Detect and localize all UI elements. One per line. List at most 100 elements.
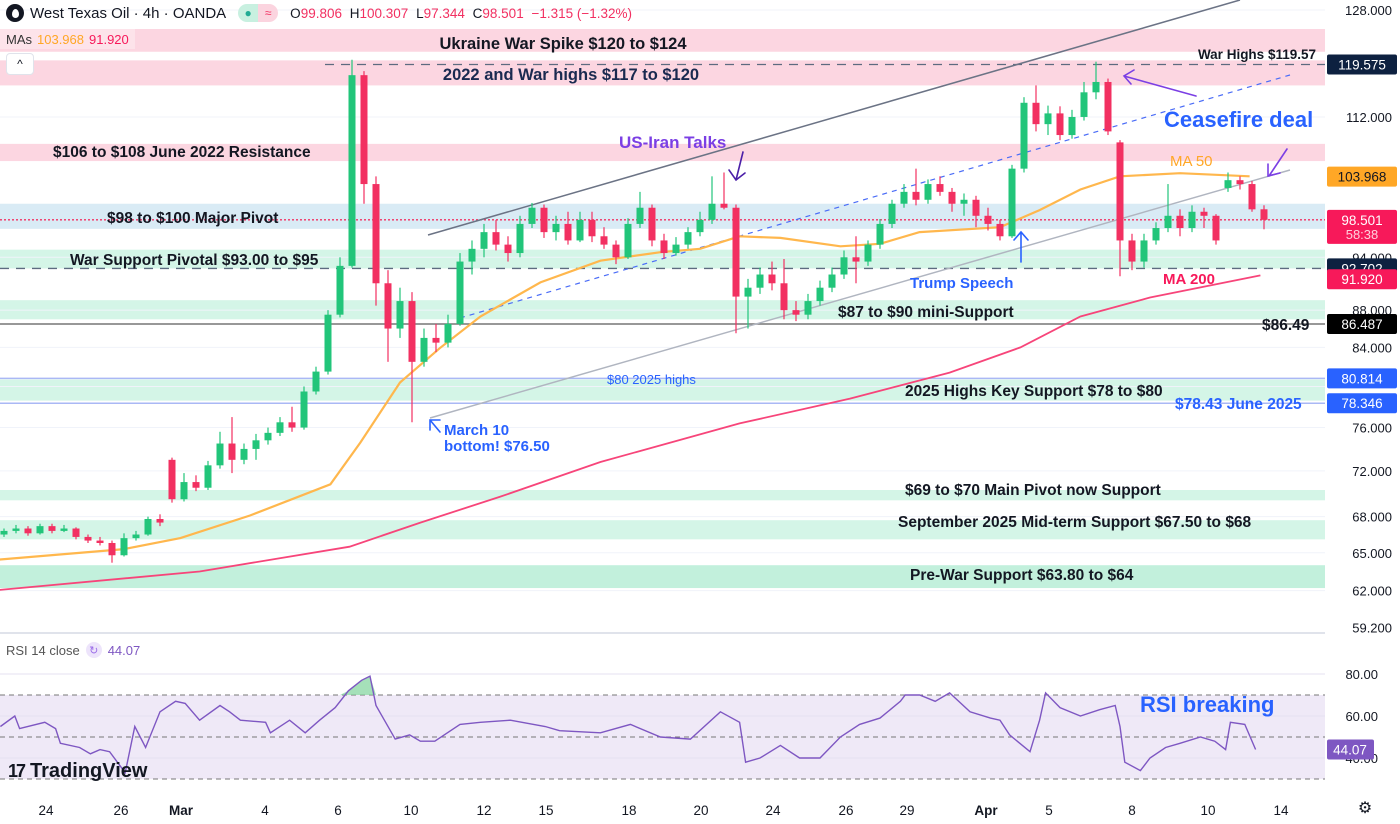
candle: [468, 240, 476, 275]
price-badge-countdown: 58:38: [1346, 227, 1379, 242]
candle: [660, 233, 668, 260]
candle: [972, 195, 980, 228]
candle-body: [600, 236, 608, 245]
ma50-line: [0, 172, 1250, 561]
candle-body: [276, 422, 284, 433]
price-badge-value: 98.501: [1341, 213, 1382, 228]
candle-body: [432, 337, 440, 343]
rsi-legend[interactable]: RSI 14 close ↻ 44.07: [6, 642, 140, 658]
candle: [1128, 233, 1136, 271]
candle: [1140, 233, 1148, 268]
candle-body: [468, 248, 476, 262]
candle-body: [1152, 228, 1160, 241]
candle: [0, 528, 8, 537]
candle: [1092, 61, 1100, 100]
symbol-title[interactable]: West Texas Oil · 4h · OANDA: [30, 4, 227, 22]
candle: [1008, 164, 1016, 238]
candle-body: [900, 191, 908, 204]
status-pills[interactable]: ● ≈: [238, 4, 279, 22]
candle-body: [1236, 180, 1244, 185]
candle-body: [1212, 215, 1220, 241]
time-tick-label: 15: [538, 803, 553, 818]
price-tick-label: 128.000: [1345, 3, 1392, 18]
refresh-icon[interactable]: ↻: [85, 642, 102, 658]
candle-body: [132, 534, 140, 539]
candle-body: [960, 199, 968, 204]
zone-band: [0, 490, 1325, 501]
candle-body: [312, 371, 320, 392]
ma-legend[interactable]: MAs 103.968 91.920: [0, 29, 135, 49]
candle-body: [168, 459, 176, 500]
candle-body: [1092, 81, 1100, 93]
candle: [1068, 109, 1076, 139]
price-tick-label: 76.000: [1352, 421, 1392, 436]
candle-body: [912, 191, 920, 200]
tradingview-logo[interactable]: 17 TradingView: [8, 760, 147, 783]
price-tick-label: 112.000: [1346, 110, 1392, 125]
candle-body: [264, 432, 272, 441]
time-tick-label: 12: [476, 803, 491, 818]
candle-body: [696, 219, 704, 233]
price-tick-label: 84.000: [1352, 340, 1392, 355]
candle-body: [636, 207, 644, 224]
time-tick-label: 26: [113, 803, 128, 818]
candle-body: [1068, 116, 1076, 136]
candle-body: [108, 542, 116, 556]
candle: [840, 250, 848, 279]
candle: [444, 314, 452, 348]
candle-body: [576, 219, 584, 241]
candle: [336, 257, 344, 318]
candle: [576, 211, 584, 243]
candle: [252, 433, 260, 460]
note-june-2025: $78.43 June 2025: [1175, 396, 1302, 413]
candle: [324, 310, 332, 375]
candle-body: [840, 257, 848, 275]
note-ceasefire: Ceasefire deal: [1164, 107, 1313, 132]
zone-band: [0, 28, 1325, 52]
candle-body: [588, 219, 596, 237]
channel-lower-line: [429, 169, 1291, 419]
channel-upper-line: [427, 0, 1241, 236]
candle-body: [60, 528, 68, 531]
low-value: 97.344: [423, 5, 465, 21]
rsi-label: RSI 14 close: [6, 642, 80, 658]
ma200-line: [0, 274, 1261, 591]
candle-body: [360, 75, 368, 185]
candle-body: [492, 232, 500, 245]
settings-icon[interactable]: ⚙: [1357, 800, 1373, 817]
trendlines-layer[interactable]: [427, 0, 1291, 419]
candle-body: [780, 283, 788, 311]
candle: [432, 323, 440, 353]
price-badge-value: 91.920: [1341, 272, 1382, 287]
candle: [192, 475, 200, 492]
zone-band: [0, 565, 1325, 589]
note-ma200: MA 200: [1163, 271, 1215, 288]
candle: [636, 191, 644, 229]
candle-body: [36, 526, 44, 534]
candle-body: [612, 244, 620, 258]
candle-body: [708, 203, 716, 220]
candle-body: [756, 274, 764, 288]
high-value: 100.307: [359, 5, 409, 21]
collapse-legend-button[interactable]: ^: [6, 53, 34, 75]
candle-body: [804, 301, 812, 315]
ohlc-values: O99.806 H100.307 L97.344 C98.501 −1.315 …: [290, 6, 636, 21]
candle: [588, 211, 596, 243]
symbol-legend[interactable]: West Texas Oil · 4h · OANDA ● ≈ O99.806 …: [6, 4, 636, 22]
candle: [84, 534, 92, 543]
candle: [900, 184, 908, 208]
oil-drop-icon: [6, 4, 24, 22]
candle: [1080, 81, 1088, 121]
price-badge-value: 119.575: [1338, 58, 1386, 73]
arrow-ma-cross-icon: [1267, 148, 1288, 178]
candle-body: [12, 528, 20, 531]
note-2025-highs: $80 2025 highs: [607, 372, 696, 387]
candle: [1248, 180, 1256, 212]
zone-band: [0, 379, 1325, 401]
candle: [1056, 106, 1064, 141]
candle: [1236, 176, 1244, 190]
candle-body: [240, 448, 248, 460]
zone-band: [0, 203, 1325, 229]
rsi-value: 44.07: [107, 642, 141, 658]
